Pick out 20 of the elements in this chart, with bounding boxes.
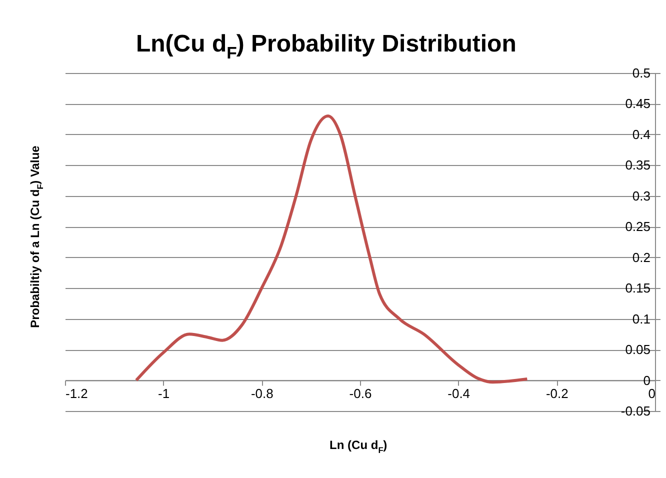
y-tick-label: 0.2 bbox=[632, 250, 650, 265]
y-tick-label: 0.45 bbox=[625, 96, 650, 112]
x-tick-label: -0.8 bbox=[250, 386, 274, 401]
y-tick-label: 0.05 bbox=[625, 342, 650, 358]
y-tick-label: 0.3 bbox=[632, 188, 650, 204]
y-tick-label: 0.4 bbox=[632, 126, 650, 142]
line-series bbox=[134, 114, 529, 384]
y-tick-label: -0.05 bbox=[620, 404, 650, 418]
y-tick-label: 0.5 bbox=[632, 66, 650, 80]
x-tick-label: -0.2 bbox=[546, 386, 568, 401]
y-tick-label: 0.15 bbox=[625, 280, 650, 296]
y-tick-label: 0.25 bbox=[625, 219, 650, 234]
x-tick-label: -0.4 bbox=[448, 386, 470, 401]
x-tick-label: -1 bbox=[158, 386, 170, 401]
y-tick-label: 0 bbox=[643, 372, 650, 388]
x-tick-label: -1.2 bbox=[66, 386, 88, 401]
y-axis-title: Probabiltiy of a Ln (Cu dF) Value bbox=[28, 145, 45, 328]
y-tick-label: 0.1 bbox=[632, 311, 650, 326]
y-tick-label: 0.35 bbox=[625, 158, 650, 173]
x-tick-label: -0.6 bbox=[349, 386, 372, 401]
